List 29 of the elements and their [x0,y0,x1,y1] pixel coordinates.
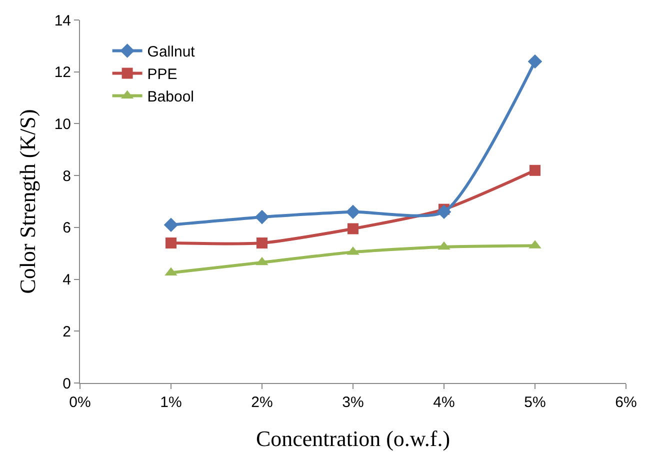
y-tick-label: 12 [54,64,71,82]
x-tick-label: 6% [615,394,637,411]
x-tick-label: 0% [69,394,91,411]
y-tick-label: 14 [54,12,71,30]
point [256,237,268,248]
point [348,223,358,234]
legend-label: PPE [147,66,178,84]
point [164,218,178,232]
legend-label: Babool [147,88,194,106]
x-tick-label: 1% [160,394,182,411]
x-tick-label: 2% [251,394,273,411]
y-tick-label: 10 [54,116,71,133]
point [436,204,452,220]
y-tick-label: 4 [62,272,71,289]
point [530,164,540,176]
x-tick-label: 3% [342,394,364,411]
x-tick-label: 5% [524,394,546,411]
point [254,210,270,224]
legend-label: Gallnut [147,44,196,61]
point [346,204,360,220]
point [528,54,542,69]
y-tick-label: 6 [62,220,71,237]
y-tick-label: 0 [62,375,71,392]
point [166,237,176,248]
y-tick-label: 8 [62,168,71,185]
y-tick-label: 2 [62,323,71,340]
x-axis-title: Concentration (o.w.f.) [256,426,450,451]
y-axis-title: Color Strength (K/S) [15,109,40,294]
x-tick-label: 4% [433,394,455,411]
